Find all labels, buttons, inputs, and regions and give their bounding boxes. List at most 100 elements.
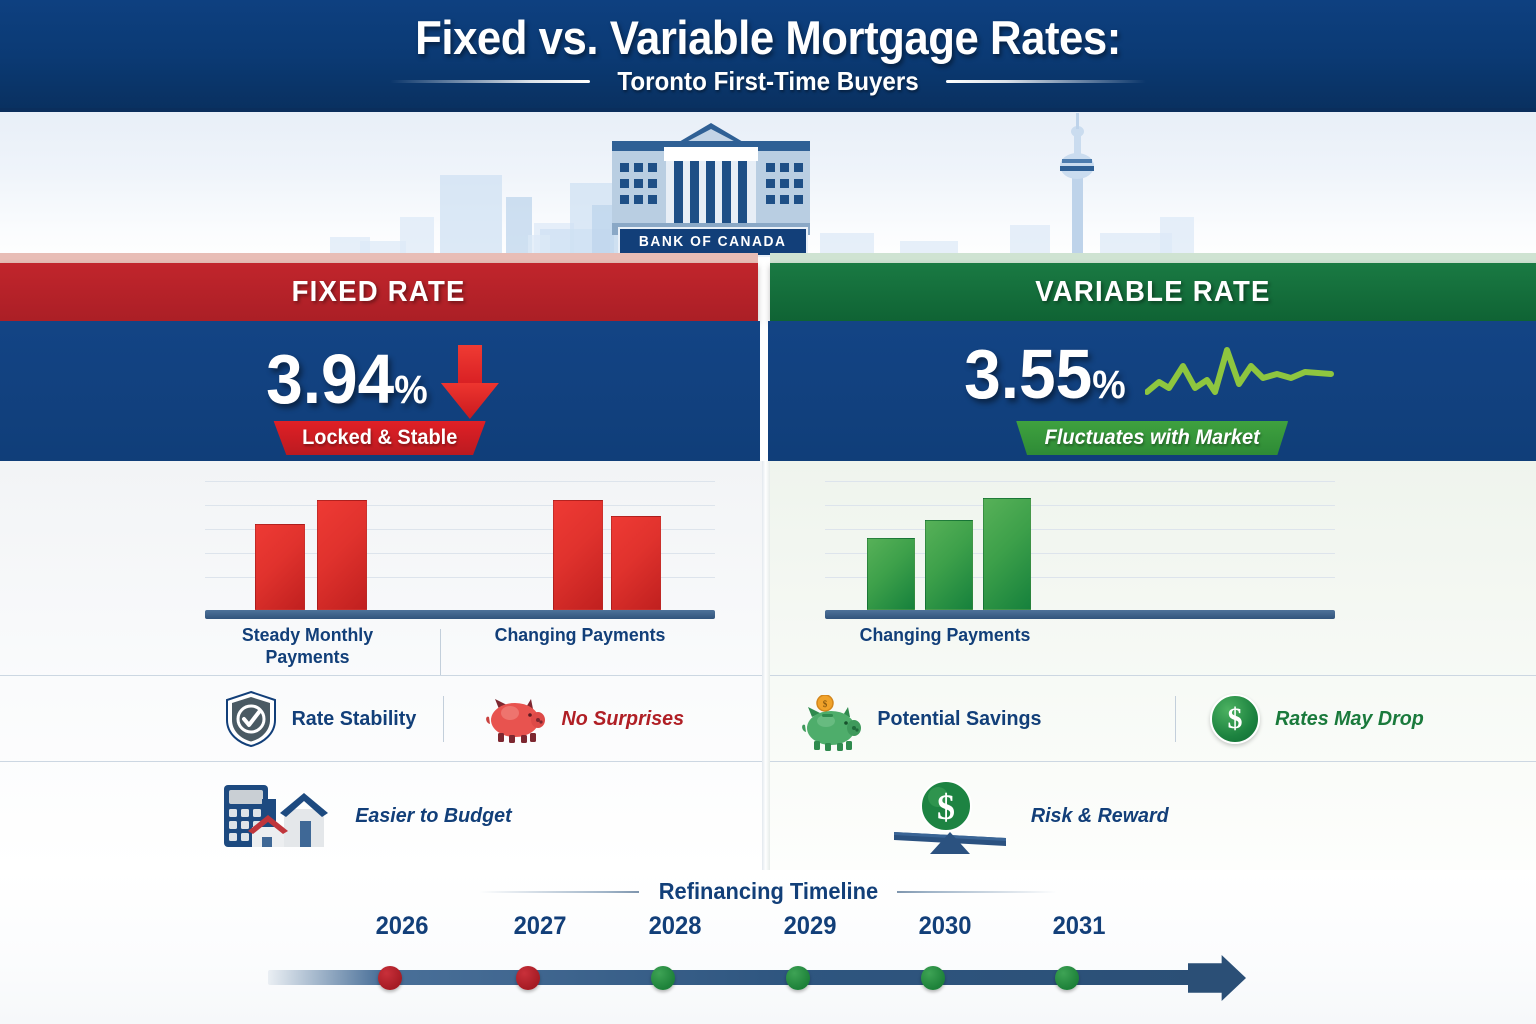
feature-label: Rates May Drop xyxy=(1275,707,1424,730)
piggy-bank-icon xyxy=(485,695,547,743)
chart-label-divider xyxy=(440,629,441,675)
timeline-divider-right xyxy=(897,890,1058,893)
variable-banner-label: VARIABLE RATE xyxy=(1035,275,1271,308)
feature-no-surprises[interactable]: No Surprises xyxy=(485,676,687,762)
timeline-year: 2027 xyxy=(513,912,567,940)
svg-text:$: $ xyxy=(937,787,955,827)
fixed-percent-symbol: % xyxy=(394,368,428,412)
feature-divider xyxy=(1175,696,1176,742)
variable-bar-chart xyxy=(825,479,1335,619)
rate-panels: 3.94% Locked & Stable 3.55% Fluctuates w… xyxy=(0,321,1536,461)
feature-label: Potential Savings xyxy=(877,707,1042,730)
feature-label: Rate Stability xyxy=(291,707,417,730)
feature-rate-stability[interactable]: Rate Stability xyxy=(225,676,419,762)
chart-axis xyxy=(205,610,715,619)
timeline-year: 2030 xyxy=(918,912,972,940)
fixed-chart-label-a: Steady Monthly Payments xyxy=(241,624,374,667)
timeline-year: 2026 xyxy=(375,912,429,940)
fixed-rate-row: 3.94% xyxy=(0,339,760,419)
fixed-rate-panel: 3.94% Locked & Stable xyxy=(0,321,760,461)
variable-feature-row-1: $ P xyxy=(770,676,1536,762)
variable-tag-wrap: Fluctuates with Market xyxy=(768,421,1536,455)
variable-rate-row: 3.55% xyxy=(768,339,1536,409)
timeline-year: 2028 xyxy=(648,912,702,940)
feature-potential-savings[interactable]: $ P xyxy=(800,676,1045,762)
chart-gridlines xyxy=(205,479,715,601)
cn-tower-icon xyxy=(1058,113,1096,263)
variable-column: Changing Payments $ xyxy=(770,461,1536,870)
subtitle-divider-right xyxy=(946,80,1147,83)
timeline-title: Refinancing Timeline xyxy=(658,878,878,904)
bar-variable-1 xyxy=(867,538,915,610)
variable-percent-symbol: % xyxy=(1092,363,1126,407)
column-divider xyxy=(762,461,770,870)
piggy-bank-coin-icon: $ xyxy=(800,694,862,751)
feature-label: No Surprises xyxy=(561,707,685,730)
feature-risk-and-reward[interactable]: $ Risk & Reward xyxy=(888,762,1172,870)
bar-variable-2 xyxy=(925,520,973,610)
timeline-arrow-icon xyxy=(1188,955,1246,1001)
fixed-rate-number: 3.94 xyxy=(266,340,395,418)
hero-skyline-band: BANK OF CANADA PRIME RATE 4.45% xyxy=(0,112,1536,263)
timeline-point[interactable] xyxy=(921,966,945,990)
feature-easier-to-budget[interactable]: Easier to Budget xyxy=(222,762,515,870)
header-bottom-edge xyxy=(0,108,1536,112)
fixed-rate-banner: FIXED RATE xyxy=(0,263,758,321)
timeline-point[interactable] xyxy=(516,966,540,990)
fixed-bar-chart xyxy=(205,479,715,619)
fixed-chart-label-b: Changing Payments xyxy=(494,624,666,645)
variable-chart-row: Changing Payments xyxy=(770,461,1536,676)
variable-rate-panel: 3.55% Fluctuates with Market xyxy=(768,321,1536,461)
bar-variable-3 xyxy=(983,498,1031,610)
variable-rate-value: 3.55% xyxy=(964,339,1126,409)
variable-chart-label-a: Changing Payments xyxy=(859,624,1031,645)
page-subtitle: Toronto First-Time Buyers xyxy=(617,66,919,96)
page-header: Fixed vs. Variable Mortgage Rates: Toron… xyxy=(0,0,1536,112)
calculator-house-icon xyxy=(222,781,340,851)
skyline-building xyxy=(506,197,532,263)
timeline-divider-left xyxy=(478,890,639,893)
feature-label: Easier to Budget xyxy=(355,804,512,827)
bar-fixed-1 xyxy=(255,524,305,610)
shield-check-icon xyxy=(225,690,277,748)
fixed-banner-label: FIXED RATE xyxy=(291,275,467,308)
page-title: Fixed vs. Variable Mortgage Rates: xyxy=(415,11,1121,64)
chart-axis xyxy=(825,610,1335,619)
feature-rates-may-drop[interactable]: $ Rates May Drop xyxy=(1210,676,1427,762)
timeline-year: 2031 xyxy=(1052,912,1106,940)
feature-divider xyxy=(443,696,444,742)
timeline-point[interactable] xyxy=(786,966,810,990)
variable-feature-row-2: $ Risk & Reward xyxy=(770,762,1536,870)
bank-label: BANK OF CANADA xyxy=(639,234,787,250)
chart-gridlines xyxy=(825,479,1335,601)
timeline-header: Refinancing Timeline xyxy=(0,878,1536,905)
variable-rate-banner: VARIABLE RATE xyxy=(770,263,1536,321)
timeline-point[interactable] xyxy=(651,966,675,990)
fixed-banner-tint xyxy=(0,253,758,263)
fixed-feature-row-1: Rate Stability xyxy=(0,676,762,762)
bank-of-canada-icon: BANK OF CANADA xyxy=(612,123,810,257)
fixed-chart-row: Steady Monthly Payments Changing Payment… xyxy=(0,461,762,676)
timeline-year: 2029 xyxy=(783,912,837,940)
timeline-point[interactable] xyxy=(378,966,402,990)
variable-rate-number: 3.55 xyxy=(964,335,1093,413)
bar-fixed-2 xyxy=(317,500,367,610)
column-banners: FIXED RATE VARIABLE RATE xyxy=(0,253,1536,321)
feature-label: Risk & Reward xyxy=(1030,804,1169,827)
variable-banner-tint xyxy=(770,253,1536,263)
seesaw-dollar-icon: $ xyxy=(888,780,1016,854)
fixed-rate-value: 3.94% xyxy=(266,344,428,414)
svg-text:$: $ xyxy=(823,699,828,709)
fixed-tag-wrap: Locked & Stable xyxy=(0,421,760,455)
fixed-feature-row-2: Easier to Budget xyxy=(0,762,762,870)
sparkline-icon xyxy=(1144,347,1334,395)
variable-rate-tag: Fluctuates with Market xyxy=(1015,421,1289,455)
timeline-track: 2026 2027 2028 2029 2030 2031 xyxy=(268,912,1268,1006)
subtitle-row: Toronto First-Time Buyers xyxy=(0,66,1536,97)
fixed-column: Steady Monthly Payments Changing Payment… xyxy=(0,461,762,870)
bar-fixed-4 xyxy=(611,516,661,610)
timeline-point[interactable] xyxy=(1055,966,1079,990)
dollar-coin-icon: $ xyxy=(1210,694,1260,744)
timeline-bar xyxy=(268,970,1198,985)
